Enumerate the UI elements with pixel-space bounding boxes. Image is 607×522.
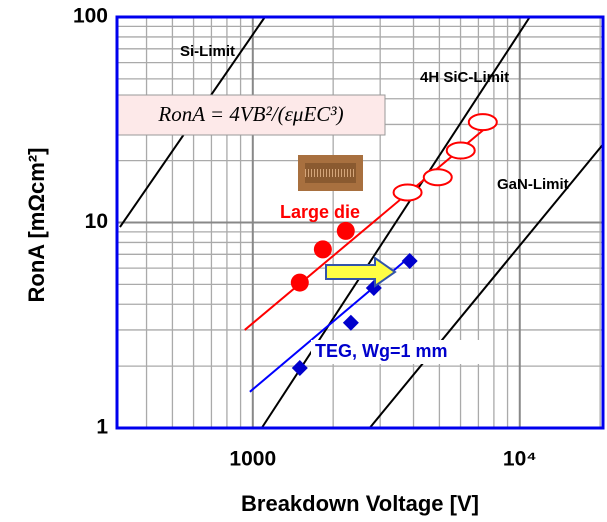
point bbox=[469, 114, 497, 130]
x-tick-label: 1000 bbox=[229, 448, 276, 471]
x-axis-label: Breakdown Voltage [V] bbox=[241, 491, 479, 516]
chip-image bbox=[298, 155, 363, 191]
series-label: Large die bbox=[280, 202, 360, 222]
series-label: GaN-Limit bbox=[497, 176, 569, 193]
formula: RonA = 4VB²/(εμEC³) bbox=[157, 102, 343, 126]
point bbox=[424, 169, 452, 185]
point bbox=[394, 184, 422, 200]
y-tick-label: 10 bbox=[85, 210, 108, 233]
y-axis-label: RonA [mΩcm²] bbox=[24, 148, 49, 303]
chart: RonA = 4VB²/(εμEC³) Breakdown Voltage [V… bbox=[0, 0, 607, 522]
point bbox=[291, 274, 309, 292]
point bbox=[337, 222, 355, 240]
point bbox=[447, 143, 475, 159]
series-label: TEG, Wg=1 mm bbox=[315, 341, 448, 361]
point bbox=[314, 240, 332, 258]
y-tick-label: 1 bbox=[96, 416, 108, 439]
series-label: Si-Limit bbox=[180, 43, 235, 60]
x-tick-label: 10⁴ bbox=[503, 448, 537, 471]
series-label: 4H SiC-Limit bbox=[420, 69, 509, 86]
y-tick-label: 100 bbox=[73, 5, 108, 28]
